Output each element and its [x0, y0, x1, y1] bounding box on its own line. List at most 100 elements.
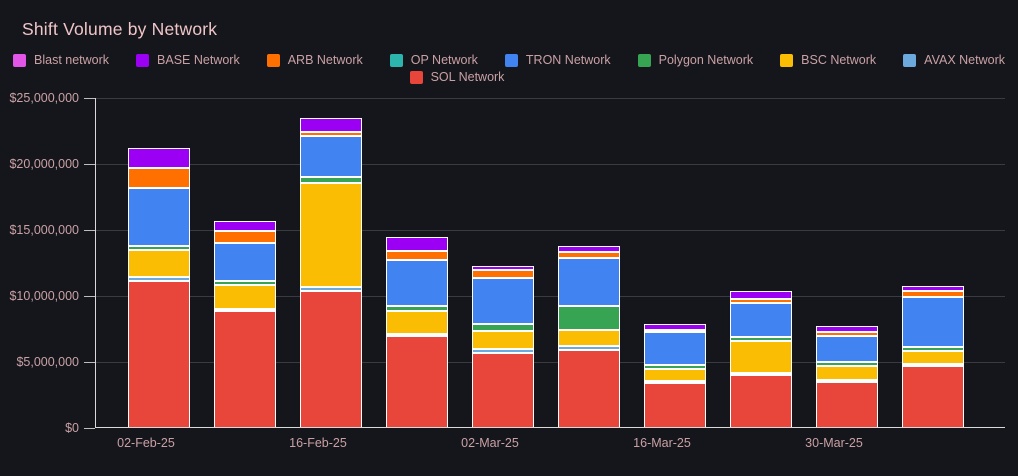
bar-segment-tron-network-09-Feb-25[interactable]	[214, 243, 276, 281]
bar-segment-bsc-network-30-Mar-25[interactable]	[816, 365, 878, 380]
bar-segment-arb-network-02-Mar-25[interactable]	[472, 269, 534, 279]
bar-segment-base-network-06-Apr-25[interactable]	[902, 286, 964, 292]
bar-segment-sol-network-02-Feb-25[interactable]	[128, 281, 190, 428]
bar-segment-tron-network-09-Mar-25[interactable]	[558, 258, 620, 306]
legend-swatch-arb-network	[266, 53, 280, 67]
bar-segment-sol-network-02-Mar-25[interactable]	[472, 352, 534, 428]
bar-segment-polygon-network-16-Feb-25[interactable]	[300, 176, 362, 183]
bar-segment-sol-network-09-Mar-25[interactable]	[558, 350, 620, 428]
bar-segment-tron-network-23-Feb-25[interactable]	[386, 259, 448, 306]
bar-segment-avax-network-09-Mar-25[interactable]	[558, 345, 620, 351]
bar-09-Feb-25	[214, 220, 276, 428]
x-axis-tick-label: 16-Mar-25	[633, 436, 691, 450]
bar-segment-tron-network-16-Feb-25[interactable]	[300, 135, 362, 177]
bar-segment-avax-network-30-Mar-25[interactable]	[816, 379, 878, 382]
bar-segment-polygon-network-23-Mar-25[interactable]	[730, 336, 792, 341]
y-axis-tick-mark	[84, 97, 95, 99]
bar-segment-avax-network-23-Mar-25[interactable]	[730, 373, 792, 376]
bar-segment-bsc-network-02-Mar-25[interactable]	[472, 331, 534, 350]
bar-segment-tron-network-16-Mar-25[interactable]	[644, 332, 706, 365]
y-axis-tick-mark	[84, 229, 95, 231]
bar-segment-base-network-30-Mar-25[interactable]	[816, 325, 878, 333]
bar-segment-arb-network-06-Apr-25[interactable]	[902, 291, 964, 297]
bar-segment-sol-network-16-Mar-25[interactable]	[644, 383, 706, 428]
bar-segment-tron-network-02-Feb-25[interactable]	[128, 187, 190, 246]
legend-swatch-tron-network	[504, 53, 518, 67]
bar-segment-sol-network-23-Feb-25[interactable]	[386, 335, 448, 428]
bar-segment-polygon-network-16-Mar-25[interactable]	[644, 364, 706, 369]
legend-label: Blast network	[34, 53, 110, 67]
y-axis-tick-mark	[84, 295, 95, 297]
y-axis-tick-label: $25,000,000	[9, 91, 79, 105]
legend-item-blast-network[interactable]: Blast network	[13, 53, 109, 67]
bar-segment-base-network-16-Mar-25[interactable]	[644, 324, 706, 330]
bar-segment-arb-network-23-Feb-25[interactable]	[386, 251, 448, 260]
legend-row-1: Blast network BASE Network ARB Network OP N…	[13, 53, 1005, 67]
bar-segment-polygon-network-09-Feb-25[interactable]	[214, 280, 276, 286]
bar-segment-avax-network-02-Mar-25[interactable]	[472, 349, 534, 353]
bar-segment-arb-network-09-Feb-25[interactable]	[214, 231, 276, 244]
legend-item-arb-network[interactable]: ARB Network	[266, 53, 363, 67]
bar-segment-sol-network-06-Apr-25[interactable]	[902, 365, 964, 428]
bar-segment-arb-network-30-Mar-25[interactable]	[816, 332, 878, 337]
bar-segment-polygon-network-23-Feb-25[interactable]	[386, 305, 448, 311]
bar-segment-base-network-16-Feb-25[interactable]	[300, 117, 362, 133]
gridline	[95, 361, 1005, 363]
bar-segment-bsc-network-02-Feb-25[interactable]	[128, 249, 190, 277]
bar-segment-avax-network-16-Feb-25[interactable]	[300, 286, 362, 291]
y-axis-tick-label: $15,000,000	[9, 223, 79, 237]
bar-segment-polygon-network-06-Apr-25[interactable]	[902, 346, 964, 351]
legend-swatch-polygon-network	[637, 53, 651, 67]
bar-segment-base-network-09-Feb-25[interactable]	[214, 220, 276, 232]
bar-segment-bsc-network-09-Feb-25[interactable]	[214, 285, 276, 309]
legend-label: Polygon Network	[658, 53, 754, 67]
bar-16-Feb-25	[300, 117, 362, 428]
bar-segment-avax-network-09-Feb-25[interactable]	[214, 308, 276, 311]
y-axis-tick-mark	[84, 427, 95, 429]
bar-segment-polygon-network-09-Mar-25[interactable]	[558, 305, 620, 330]
legend-row-2: SOL Network	[409, 70, 504, 84]
legend-item-avax-network[interactable]: AVAX Network	[903, 53, 1005, 67]
bar-segment-arb-network-16-Feb-25[interactable]	[300, 132, 362, 136]
bar-segment-bsc-network-06-Apr-25[interactable]	[902, 350, 964, 364]
bar-segment-bsc-network-23-Feb-25[interactable]	[386, 310, 448, 334]
bar-segment-avax-network-02-Feb-25[interactable]	[128, 276, 190, 282]
bar-segment-bsc-network-09-Mar-25[interactable]	[558, 329, 620, 346]
bar-segment-base-network-23-Mar-25[interactable]	[730, 291, 792, 299]
bar-segment-avax-network-06-Apr-25[interactable]	[902, 363, 964, 366]
x-axis-tick-label: 16-Feb-25	[289, 436, 347, 450]
bar-segment-bsc-network-16-Mar-25[interactable]	[644, 368, 706, 382]
legend-item-sol-network[interactable]: SOL Network	[409, 70, 504, 84]
bar-segment-bsc-network-16-Feb-25[interactable]	[300, 182, 362, 287]
legend-item-tron-network[interactable]: TRON Network	[504, 53, 611, 67]
bar-segment-polygon-network-30-Mar-25[interactable]	[816, 362, 878, 366]
legend-label: AVAX Network	[924, 53, 1005, 67]
bar-segment-tron-network-30-Mar-25[interactable]	[816, 336, 878, 362]
x-axis-line	[95, 427, 1005, 428]
bar-segment-base-network-02-Feb-25[interactable]	[128, 148, 190, 168]
bar-segment-arb-network-23-Mar-25[interactable]	[730, 298, 792, 303]
bar-segment-base-network-02-Mar-25[interactable]	[472, 265, 534, 270]
chart-title: Shift Volume by Network	[22, 19, 218, 39]
bar-segment-polygon-network-02-Feb-25[interactable]	[128, 245, 190, 250]
bar-segment-base-network-23-Feb-25[interactable]	[386, 236, 448, 252]
bar-segment-sol-network-23-Mar-25[interactable]	[730, 375, 792, 428]
bar-segment-sol-network-16-Feb-25[interactable]	[300, 290, 362, 428]
bar-segment-sol-network-09-Feb-25[interactable]	[214, 310, 276, 428]
bar-segment-base-network-09-Mar-25[interactable]	[558, 245, 620, 253]
bar-segment-tron-network-02-Mar-25[interactable]	[472, 278, 534, 325]
bar-segment-arb-network-02-Feb-25[interactable]	[128, 168, 190, 188]
legend-item-polygon-network[interactable]: Polygon Network	[637, 53, 754, 67]
legend-item-bsc-network[interactable]: BSC Network	[780, 53, 876, 67]
bar-segment-arb-network-16-Mar-25[interactable]	[644, 329, 706, 333]
bar-segment-polygon-network-02-Mar-25[interactable]	[472, 324, 534, 331]
bar-segment-avax-network-16-Mar-25[interactable]	[644, 381, 706, 384]
bar-segment-sol-network-30-Mar-25[interactable]	[816, 381, 878, 428]
legend-item-base-network[interactable]: BASE Network	[136, 53, 240, 67]
bar-segment-bsc-network-23-Mar-25[interactable]	[730, 340, 792, 374]
bar-segment-tron-network-06-Apr-25[interactable]	[902, 296, 964, 347]
bar-segment-tron-network-23-Mar-25[interactable]	[730, 302, 792, 337]
bar-segment-arb-network-09-Mar-25[interactable]	[558, 252, 620, 259]
legend-item-op-network[interactable]: OP Network	[389, 53, 478, 67]
bar-segment-avax-network-23-Feb-25[interactable]	[386, 333, 448, 336]
